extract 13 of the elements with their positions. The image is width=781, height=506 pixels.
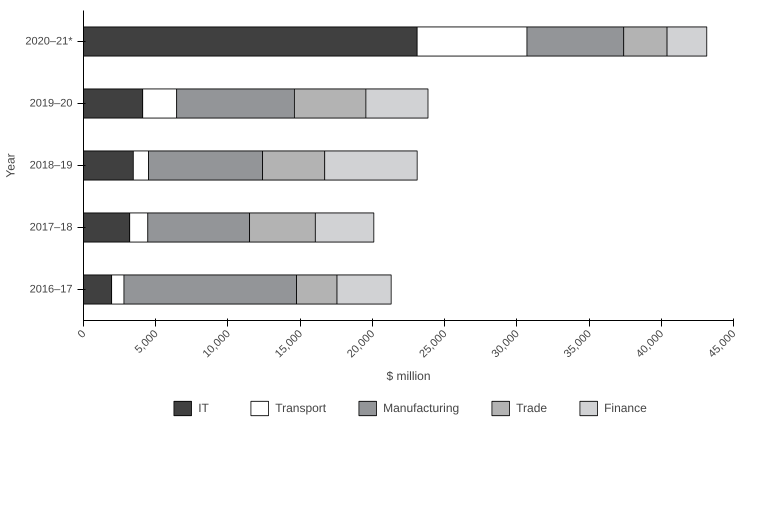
y-tick-label: 2019–20 <box>30 98 73 110</box>
y-tick-label: 2020–21* <box>25 36 74 48</box>
x-axis-title: $ million <box>386 368 431 383</box>
y-tick-label: 2016–17 <box>30 284 73 296</box>
y-axis-title: Year <box>3 153 18 178</box>
legend-label: Trade <box>516 400 548 414</box>
legend-label: IT <box>198 400 210 414</box>
legend-label: Transport <box>275 400 326 414</box>
y-tick-label: 2018–19 <box>30 160 73 172</box>
legend-label: Manufacturing <box>383 400 460 414</box>
legend-label: Finance <box>604 400 647 414</box>
x-tick-label: 0 <box>76 328 88 341</box>
y-tick-label: 2017–18 <box>30 222 73 234</box>
